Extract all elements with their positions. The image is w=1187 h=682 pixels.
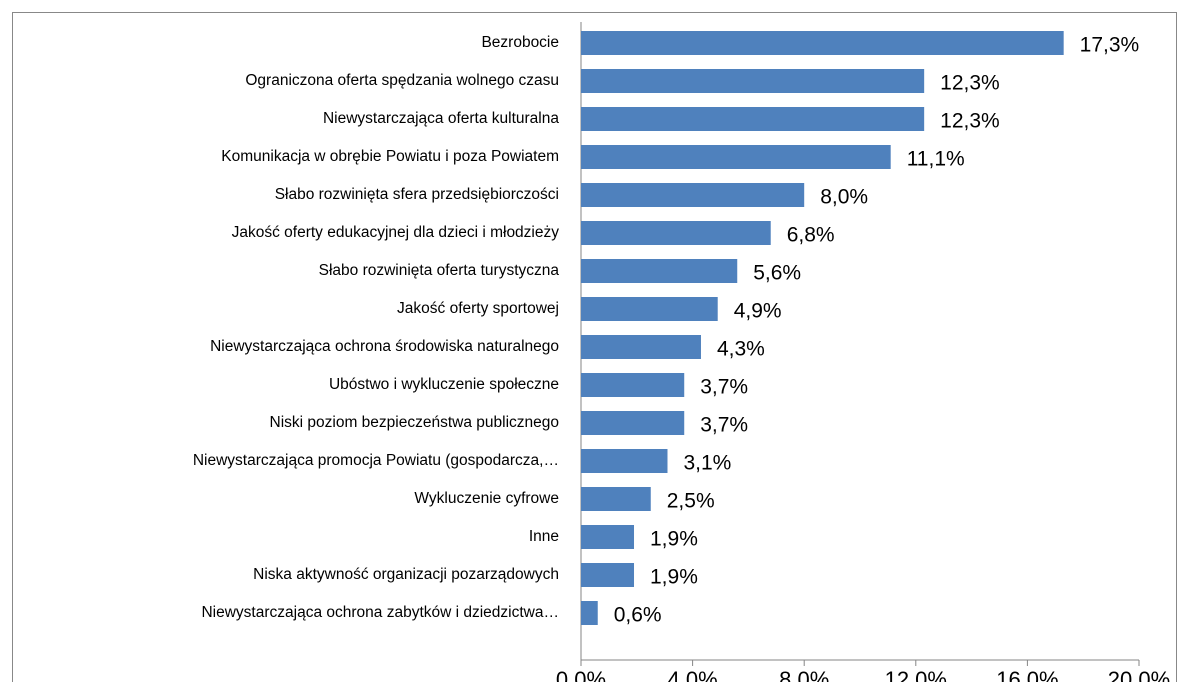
x-tick-label: 4,0% [668,667,718,682]
value-label: 3,1% [683,452,731,475]
value-label: 3,7% [700,414,748,437]
bar [581,335,701,359]
value-label: 4,3% [717,338,765,361]
bar [581,297,718,321]
x-tick-label: 12,0% [885,667,947,682]
bar [581,259,738,283]
chart-frame [12,12,1177,682]
value-label: 1,9% [650,566,698,589]
value-label: 8,0% [820,186,868,209]
x-tick-label: 20,0% [1108,667,1170,682]
bar [581,601,598,625]
y-tick-label: Słabo rozwinięta oferta turystyczna [319,262,560,279]
y-tick-label: Inne [529,528,559,545]
value-label: 0,6% [614,604,662,627]
value-label: 6,8% [787,224,835,247]
y-tick-label: Wykluczenie cyfrowe [414,490,559,507]
y-tick-label: Słabo rozwinięta sfera przedsiębiorczośc… [275,186,559,203]
bar [581,145,891,169]
y-tick-label: Ograniczona oferta spędzania wolnego cza… [245,72,559,89]
bar [581,373,685,397]
y-tick-label: Niska aktywność organizacji pozarządowyc… [253,566,559,583]
y-tick-label: Niski poziom bezpieczeństwa publicznego [270,414,559,431]
bar [581,487,651,511]
value-label: 17,3% [1080,34,1140,57]
y-tick-label: Komunikacja w obrębie Powiatu i poza Pow… [221,148,559,165]
value-label: 11,1% [907,148,965,171]
bar [581,183,805,207]
x-tick-label: 0,0% [556,667,606,682]
y-tick-label: Jakość oferty edukacyjnej dla dzieci i m… [232,224,560,241]
y-tick-label: Bezrobocie [481,34,559,51]
x-tick-label: 8,0% [779,667,829,682]
y-tick-label: Jakość oferty sportowej [397,300,559,317]
value-label: 3,7% [700,376,748,399]
bar [581,107,925,131]
bar [581,563,635,587]
y-tick-label: Niewystarczająca ochrona środowiska natu… [210,338,559,355]
y-tick-label: Ubóstwo i wykluczenie społeczne [329,376,559,393]
y-tick-label: Niewystarczająca oferta kulturalna [323,110,559,127]
y-tick-label: Niewystarczająca promocja Powiatu (gospo… [193,452,559,469]
bar [581,525,635,549]
x-tick-label: 16,0% [996,667,1058,682]
value-label: 4,9% [734,300,782,323]
value-label: 2,5% [667,490,715,513]
bar [581,411,685,435]
value-label: 12,3% [940,110,1000,133]
y-tick-label: Niewystarczająca ochrona zabytków i dzie… [201,604,559,621]
value-label: 5,6% [753,262,801,285]
value-label: 12,3% [940,72,1000,95]
bar [581,221,771,245]
value-label: 1,9% [650,528,698,551]
bar [581,31,1064,55]
bar [581,449,668,473]
bar [581,69,925,93]
